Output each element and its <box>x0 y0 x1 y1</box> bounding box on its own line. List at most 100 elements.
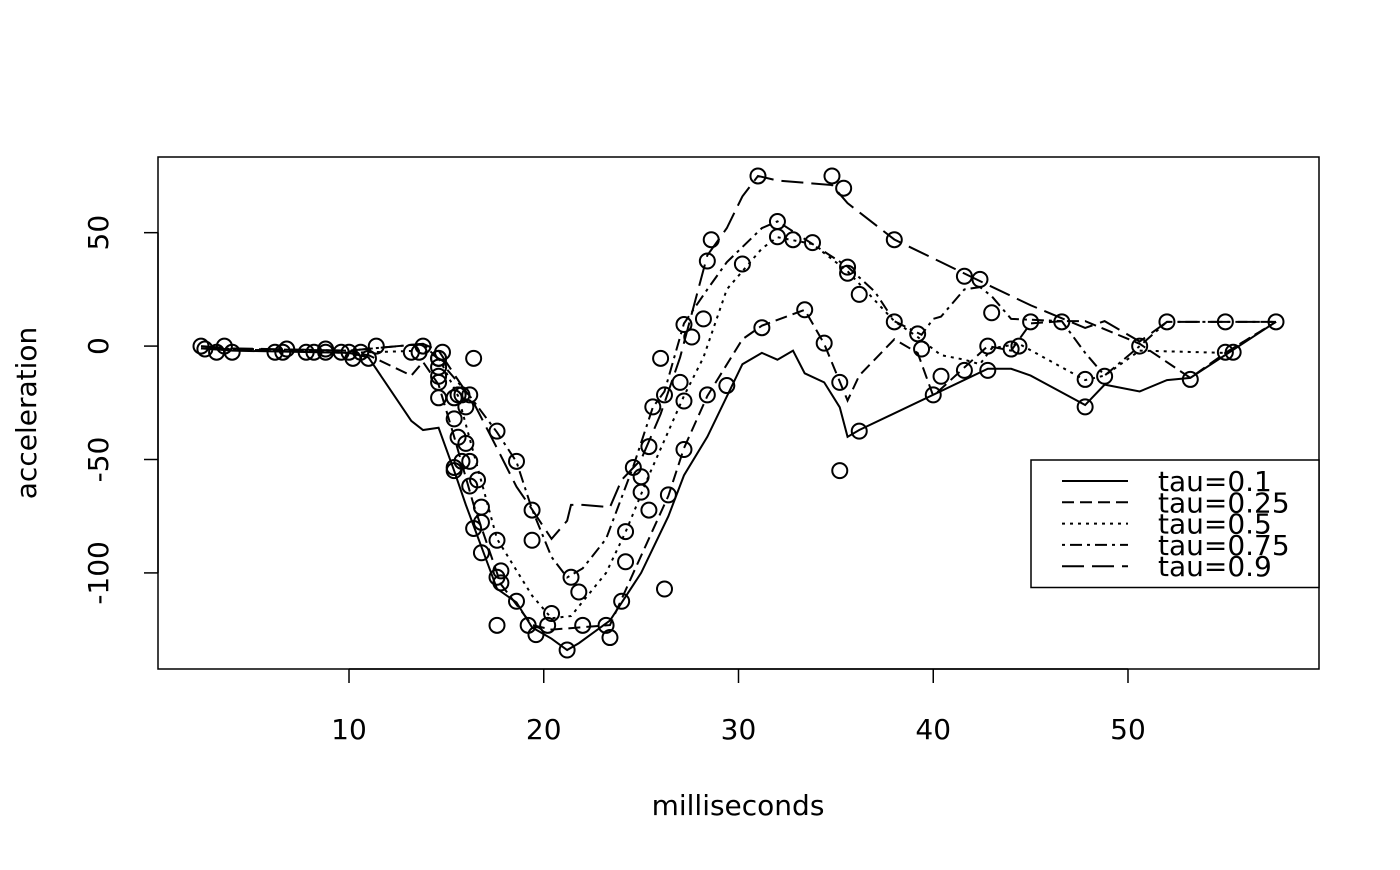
data-point <box>675 392 693 410</box>
data-point <box>523 501 541 519</box>
data-point <box>457 398 475 416</box>
data-point <box>850 422 868 440</box>
data-point <box>1216 343 1234 361</box>
data-point <box>733 255 751 273</box>
data-point <box>885 313 903 331</box>
data-point <box>768 228 786 246</box>
data-point <box>698 386 716 404</box>
x-axis-label: milliseconds <box>652 789 825 822</box>
quantile-line <box>200 320 1277 652</box>
y-axis-label: acceleration <box>10 327 43 499</box>
data-point <box>702 231 720 249</box>
data-point <box>831 373 849 391</box>
data-point <box>457 434 475 452</box>
data-point <box>617 523 635 541</box>
data-point <box>823 167 841 185</box>
data-point <box>433 343 451 361</box>
data-point <box>932 367 950 385</box>
data-point <box>527 626 545 644</box>
data-point <box>558 641 576 659</box>
data-point <box>539 616 557 634</box>
x-tick-label: 40 <box>915 713 951 746</box>
data-point <box>753 319 771 337</box>
data-point <box>445 410 463 428</box>
data-point <box>1131 337 1149 355</box>
data-point <box>223 343 241 361</box>
quantile-line <box>200 308 1277 631</box>
data-point <box>1076 370 1094 388</box>
data-point <box>971 270 989 288</box>
data-point <box>266 343 284 361</box>
data-point <box>461 386 479 404</box>
legend-label: tau=0.5 <box>1158 508 1272 541</box>
data-point <box>192 337 210 355</box>
legend-label: tau=0.1 <box>1158 465 1272 498</box>
data-point <box>274 343 292 361</box>
data-point <box>640 438 658 456</box>
data-point <box>835 179 853 197</box>
data-point <box>694 310 712 328</box>
data-point <box>675 316 693 334</box>
data-point <box>453 386 471 404</box>
data-point <box>597 616 615 634</box>
data-point <box>655 580 673 598</box>
data-point <box>617 553 635 571</box>
data-point <box>671 373 689 391</box>
data-point <box>492 562 510 580</box>
data-point <box>488 531 506 549</box>
data-point <box>469 471 487 489</box>
data-point <box>839 264 857 282</box>
data-point <box>659 486 677 504</box>
data-point <box>1010 337 1028 355</box>
data-point <box>652 349 670 367</box>
x-tick-label: 10 <box>331 713 367 746</box>
data-point <box>749 167 767 185</box>
legend-label: tau=0.25 <box>1158 486 1290 519</box>
data-point <box>796 301 814 319</box>
data-point <box>804 234 822 252</box>
data-point <box>885 231 903 249</box>
data-point <box>718 377 736 395</box>
y-tick-label: -50 <box>82 437 115 483</box>
data-point <box>507 592 525 610</box>
x-tick-label: 50 <box>1110 713 1146 746</box>
data-point <box>1158 313 1176 331</box>
data-point <box>543 605 561 623</box>
y-tick-label: 50 <box>82 215 115 251</box>
y-tick-label: 0 <box>82 337 115 355</box>
legend-label: tau=0.75 <box>1158 529 1290 562</box>
data-point <box>472 544 490 562</box>
quantile-line <box>200 220 1276 579</box>
data-point <box>278 340 296 358</box>
data-point <box>367 337 385 355</box>
data-point <box>784 231 802 249</box>
y-tick-label: -100 <box>82 541 115 605</box>
data-point <box>445 389 463 407</box>
data-point <box>613 592 631 610</box>
data-point <box>1096 367 1114 385</box>
data-point <box>632 468 650 486</box>
data-point <box>297 343 315 361</box>
data-point <box>488 422 506 440</box>
data-point <box>1181 370 1199 388</box>
data-point <box>955 361 973 379</box>
data-point <box>1022 313 1040 331</box>
data-point <box>562 568 580 586</box>
data-point <box>414 337 432 355</box>
data-point <box>924 386 942 404</box>
data-point <box>465 349 483 367</box>
data-point <box>430 367 448 385</box>
data-point <box>683 328 701 346</box>
data-point <box>644 398 662 416</box>
data-point <box>1002 340 1020 358</box>
data-point <box>1053 313 1071 331</box>
data-point <box>850 285 868 303</box>
data-point <box>507 452 525 470</box>
data-point <box>839 258 857 276</box>
data-point <box>574 616 592 634</box>
data-point <box>1224 343 1242 361</box>
data-point <box>955 267 973 285</box>
data-point <box>196 340 214 358</box>
